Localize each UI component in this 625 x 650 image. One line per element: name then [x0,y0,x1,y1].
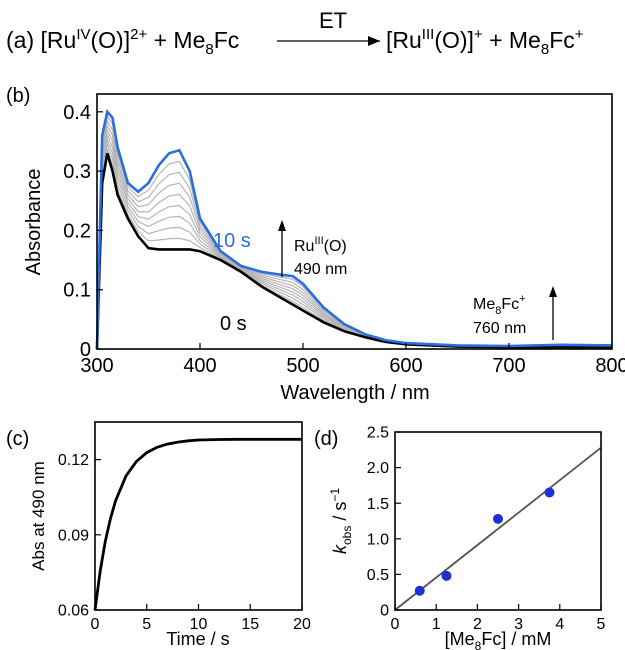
d-y-tick-label: 1.0 [367,531,389,548]
y-axis-label-c: Abs at 490 nm [29,461,48,571]
b-y-tick-label: 0 [80,339,91,361]
data-point [544,487,555,498]
annotation-760nm: 760 nm [473,320,526,337]
kinetic-trace-line [93,437,302,611]
d-y-tick-label: 0.5 [367,567,389,584]
chart-kinetics: (c) 0 5 10 15 20 0.06 0.09 0.12 Time / s Abs at… [6,421,311,649]
d-x-tick-label: 5 [597,616,606,633]
b-x-tick-label: 300 [80,355,113,377]
d-y-tick-label: 2.5 [367,425,389,442]
y-axis-label-b: Absorbance [23,169,45,276]
annotation-490nm: 490 nm [294,261,347,278]
d-y-tick-label: 2.0 [367,460,389,477]
b-y-tick-label: 0.4 [63,102,91,124]
fit-line [394,446,602,611]
c-x-tick-label: 0 [91,616,100,633]
series-line-0s [95,152,612,350]
annotation-me8fc: Me8Fc+ [473,293,526,317]
intermediate-spectrum [96,141,613,350]
reaction-scheme: (a) [RuIV(O)]2+ + Me8Fc ET [RuIII(O)]+ +… [6,8,584,58]
x-axis-label-d: [Me8Fc] / mM [445,629,552,650]
c-y-tick-label: 0.12 [58,452,89,469]
panel-label-d: (d) [314,428,338,450]
x-axis-label-c: Time / s [166,629,229,649]
d-x-tick-label: 1 [432,616,441,633]
data-point [414,585,425,596]
intermediate-spectrum [96,132,613,350]
d-x-tick-label: 4 [555,616,564,633]
scheme-arrow-label: ET [319,8,347,33]
c-x-tick-label: 5 [142,616,151,633]
arrow-490-head [278,220,286,231]
d-x-tick-label: 0 [391,616,400,633]
b-x-tick-label: 800 [595,355,625,377]
c-x-tick-label: 15 [241,616,259,633]
panel-label-c: (c) [6,428,29,450]
annotation-ru-iii-o: RuIII(O) [294,235,347,255]
d-y-tick-label: 1.5 [367,496,389,513]
intermediate-spectrum [96,137,613,350]
c-y-tick-label: 0.09 [58,527,89,544]
arrow-760-head [549,286,557,297]
chart-kobs: (d) 0 1 2 3 4 500.51.01.52.02.5 [Me8Fc] / mM … [314,425,606,650]
b-x-tick-label: 700 [492,355,525,377]
c-x-tick-label: 20 [293,616,311,633]
annotation-0s: 0 s [220,313,247,335]
b-y-tick-label: 0.1 [63,280,91,302]
plot-frame-c [94,421,303,611]
intermediate-spectrum [96,119,613,350]
y-axis-label-d: kobs / s−1 [328,488,354,554]
data-point [493,513,503,524]
chart-spectra: (b) 300 400 500 600 700 800 0 0.1 0.2 0.3 0.4 Wave… [6,85,625,404]
scheme-equation-left: (a) [RuIV(O)]2+ + Me8Fc [6,26,239,58]
d-y-tick-label: 0 [380,603,389,620]
data-point [441,570,452,581]
series-line-10s [95,109,613,350]
b-x-tick-label: 400 [183,355,216,377]
panel-label-b: (b) [6,85,30,107]
c-y-tick-label: 0.06 [58,603,89,620]
plot-frame-d [394,431,602,611]
b-y-tick-label: 0.2 [63,220,91,242]
d-x-tick-label: 3 [514,616,523,633]
scheme-equation-right: [RuIII(O)]+ + Me8Fc+ [386,26,584,58]
c-x-tick-label: 10 [190,616,208,633]
scheme-arrow-head [368,36,380,46]
b-x-tick-label: 500 [286,355,319,377]
x-axis-label-b: Wavelength / nm [280,382,429,404]
intermediate-spectrum [96,123,613,350]
b-y-tick-label: 0.3 [63,161,91,183]
scheme-panel-label: (a) [6,27,34,53]
b-x-tick-label: 600 [389,355,422,377]
annotation-10s: 10 s [213,230,251,252]
plot-frame-b [96,93,613,350]
d-x-tick-label: 2 [473,616,482,633]
